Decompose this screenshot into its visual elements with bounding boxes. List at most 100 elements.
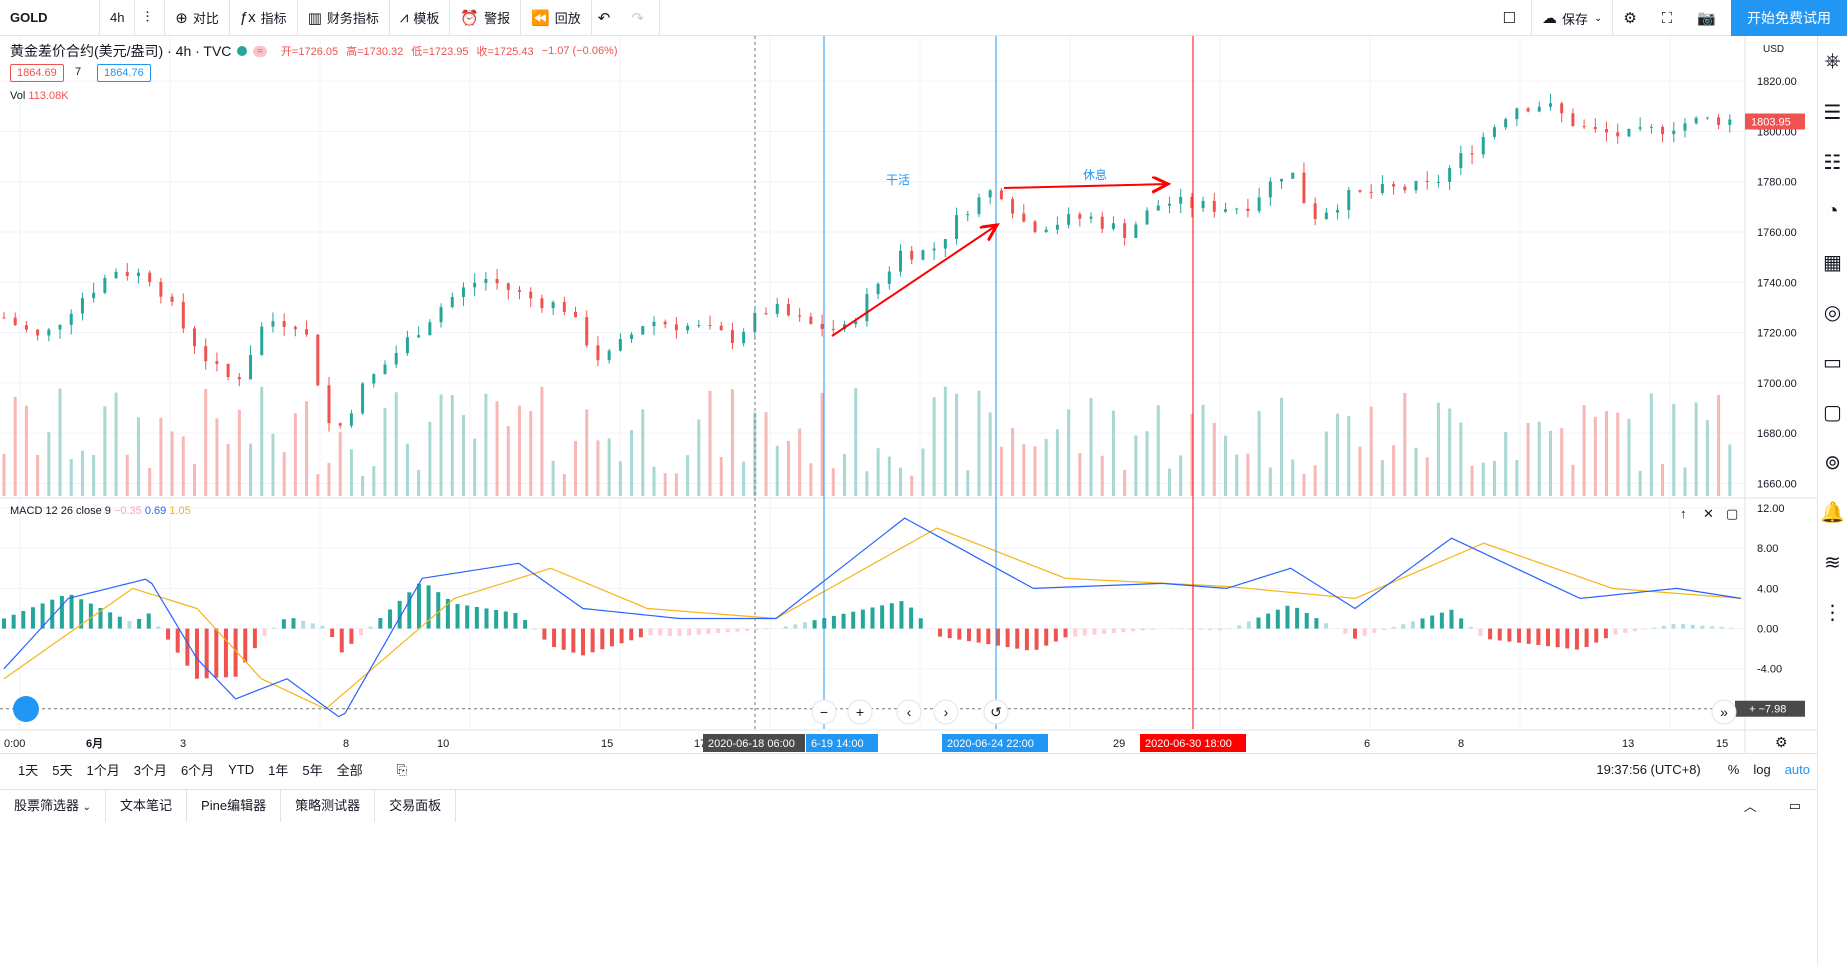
interval-select[interactable]: 4h (100, 0, 136, 36)
settings-button[interactable]: ⚙ (1613, 0, 1651, 36)
time-marker-crosshair-box (703, 734, 805, 752)
macd-histogram-bar (1246, 621, 1251, 629)
macd-histogram-bar (706, 628, 711, 634)
goto-date-icon[interactable]: ⎘ (396, 761, 408, 777)
clock-icon[interactable]: ◔ (1826, 200, 1839, 222)
range-1m[interactable]: 1个月 (86, 763, 120, 778)
volume-bar (1089, 398, 1093, 496)
tab-pine-editor[interactable]: Pine编辑器 (187, 789, 282, 822)
bid-price[interactable]: 1864.69 (10, 64, 64, 82)
volume-bar (1167, 468, 1171, 496)
pane-up-button[interactable]: ↑ (1680, 506, 1687, 521)
tab-stock-screener[interactable]: 股票筛选器 ⌄ (0, 789, 107, 822)
chart-style-button[interactable]: ⫶ (135, 0, 166, 36)
ask-price[interactable]: 1864.76 (97, 64, 151, 82)
percent-toggle[interactable]: % (1727, 762, 1740, 777)
price-axis-tick: 1680.00 (1757, 428, 1797, 440)
zoom-in-button[interactable]: + (847, 699, 873, 725)
volume-bar (1111, 410, 1115, 496)
pane-close-button[interactable]: ✕ (1703, 506, 1714, 521)
macd-histogram-bar (860, 609, 865, 629)
idea-icon[interactable]: ◎ (1823, 302, 1842, 324)
undo-button[interactable]: ↶ (592, 0, 622, 36)
layers-icon[interactable]: ≋ (1824, 552, 1841, 574)
save-button[interactable]: ☁ 保存 ⌄ (1532, 0, 1614, 36)
macd-histogram-bar (831, 615, 836, 629)
macd-histogram-bar (88, 603, 93, 629)
volume-bar (753, 412, 757, 496)
compare-button[interactable]: ⊕ 对比 (165, 0, 230, 36)
plus-circle-icon: ⊕ (175, 9, 188, 27)
candle-body (1336, 209, 1340, 213)
macd-histogram-bar (532, 628, 537, 630)
templates-button[interactable]: ⩘ 模板 (390, 0, 451, 36)
range-5y[interactable]: 5年 (302, 763, 323, 778)
macd-histogram-bar (2, 618, 6, 629)
more-icon[interactable]: ⋮ (1822, 602, 1843, 624)
broadcast-icon[interactable]: ⊚ (1824, 452, 1841, 474)
range-3m[interactable]: 3个月 (133, 763, 167, 778)
tab-trading-panel[interactable]: 交易面板 (375, 789, 457, 822)
macd-axis-tick: 12.00 (1757, 503, 1785, 515)
layout-button[interactable]: ☐ (1492, 0, 1532, 36)
auto-toggle[interactable]: auto (1784, 762, 1810, 777)
collapse-panel-icon[interactable]: ︿ (1743, 799, 1757, 814)
snapshot-button[interactable]: 📷 (1687, 0, 1731, 36)
tab-text-notes[interactable]: 文本笔记 (106, 789, 188, 822)
candle-body (461, 287, 465, 297)
volume-bar (1212, 422, 1216, 496)
candle-body (708, 325, 712, 327)
free-trial-button[interactable]: 开始免费试用 (1731, 0, 1847, 36)
details-icon[interactable]: ☷ (1823, 152, 1842, 174)
tab-strategy-tester[interactable]: 策略测试器 (281, 789, 376, 822)
volume-bar (1190, 413, 1194, 496)
last-price-label: 1803.95 (1751, 116, 1791, 128)
range-1y[interactable]: 1年 (268, 763, 289, 778)
list-icon[interactable]: ☰ (1823, 102, 1842, 124)
compare-label: 对比 (192, 11, 219, 26)
pane-maximize-button[interactable]: ▢ (1726, 506, 1739, 521)
replay-button[interactable]: ⏪ 回放 (521, 0, 592, 36)
volume-bar (383, 407, 387, 496)
watchlist-icon[interactable]: ⎈ (1824, 50, 1841, 72)
range-all[interactable]: 全部 (336, 763, 363, 778)
scroll-left-button[interactable]: ‹ (896, 699, 922, 725)
volume-bar (697, 419, 701, 496)
scroll-to-latest-button-bg (1711, 699, 1737, 725)
scroll-right-button[interactable]: › (933, 699, 959, 725)
candle-body (1111, 223, 1115, 229)
financials-button[interactable]: ▥ 财务指标 (298, 0, 390, 36)
zoom-out-button[interactable]: − (811, 699, 837, 725)
candle-body (899, 250, 903, 272)
range-5d[interactable]: 5天 (52, 763, 73, 778)
log-toggle[interactable]: log (1753, 762, 1771, 777)
clock-display[interactable]: 19:37:56 (UTC+8) (1596, 762, 1701, 777)
candle-body (215, 361, 219, 364)
trend-arrow-up (831, 225, 997, 337)
ohlc-change: −1.07 (−0.06%) (541, 45, 618, 57)
chat-icon[interactable]: ▭ (1823, 352, 1842, 374)
chart-canvas[interactable]: 1660.00 1680.00 1700.00 1720.00 1740.00 1760.… (0, 36, 1817, 753)
candle-body (540, 298, 544, 309)
fullscreen-button[interactable]: ⛶ (1652, 0, 1688, 36)
macd-histogram-bar (1497, 628, 1502, 641)
indicators-button[interactable]: ƒx 指标 (230, 0, 298, 36)
candle-body (943, 239, 947, 249)
financials-label: 财务指标 (326, 11, 379, 26)
volume-bar (2, 454, 6, 496)
redo-button[interactable]: ↷ (621, 0, 660, 36)
calendar-icon[interactable]: ▦ (1823, 252, 1842, 274)
range-1d[interactable]: 1天 (18, 763, 39, 778)
maximize-panel-icon[interactable]: ▭ (1788, 797, 1801, 813)
message-icon[interactable]: ▢ (1823, 402, 1842, 424)
scroll-to-latest-button[interactable]: » (1711, 699, 1737, 725)
bell-icon[interactable]: 🔔 (1820, 502, 1845, 524)
reset-view-button[interactable]: ↺ (983, 699, 1009, 725)
alerts-button[interactable]: ⏰ 警报 (450, 0, 522, 36)
range-6m[interactable]: 6个月 (180, 763, 215, 778)
candle-body (551, 302, 555, 309)
volume-bar (24, 405, 28, 496)
macd-histogram-bar (513, 612, 518, 629)
symbol-search[interactable]: GOLD (0, 0, 100, 36)
range-ytd[interactable]: YTD (228, 762, 255, 777)
